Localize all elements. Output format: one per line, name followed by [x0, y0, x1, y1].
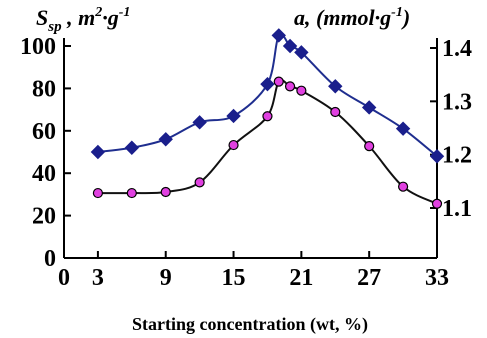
specific-surface-series-line [97, 32, 438, 158]
specific-surface-series-point [124, 140, 140, 155]
y-right-title-sup: -1 [391, 5, 403, 20]
specific-surface-series-point [282, 38, 298, 54]
specific-surface-series-point [192, 115, 207, 130]
y-right-tick-label: 1.1 [442, 196, 472, 222]
capacity-series-point [92, 187, 104, 199]
capacity-series-point [194, 177, 205, 188]
y-left-tick-label: 80 [32, 76, 56, 102]
capacity-series-point [228, 139, 239, 151]
specific-surface-series-point [260, 76, 275, 92]
x-tick-label: 33 [425, 265, 449, 291]
capacity-series-point [431, 198, 443, 209]
y-right-tick-label: 1.2 [442, 143, 472, 169]
specific-surface-series-point [361, 100, 377, 115]
capacity-series-point [262, 111, 273, 122]
capacity-series-point [364, 141, 375, 152]
specific-surface-series-point [429, 149, 445, 164]
x-tick-label: 0 [58, 265, 70, 291]
x-tick-label: 9 [160, 265, 172, 291]
y-left-title: Ssp , m2·g-1 [36, 5, 130, 35]
specific-surface-series-point [294, 45, 309, 60]
capacity-series-point [126, 187, 137, 199]
capacity-series-point [330, 106, 341, 118]
capacity-series-point [296, 85, 307, 96]
specific-surface-series-point [328, 79, 343, 94]
y-left-title-main: S [36, 5, 48, 30]
x-axis-title: Starting concentration (wt, %) [132, 314, 368, 335]
specific-surface-series-point [158, 132, 173, 147]
capacity-series-point [284, 81, 296, 92]
specific-surface-series-point [395, 121, 411, 136]
y-left-title-sub: sp [47, 19, 62, 35]
specific-surface-series-point [90, 144, 106, 160]
y-left-tick-label: 0 [44, 246, 56, 272]
capacity-series-point [273, 76, 284, 87]
axes [63, 38, 438, 259]
capacity-series-point [397, 181, 409, 192]
y-right-title: a, (mmol·g-1) [294, 5, 410, 30]
capacity-series-line [97, 79, 438, 205]
specific-surface-series-point [271, 28, 286, 43]
series-layer [90, 28, 445, 209]
y-left-tick-label: 40 [32, 161, 56, 187]
y-left-title-rest: , m [62, 5, 96, 30]
y-right-title-tail: ) [401, 5, 410, 30]
x-tick-label: 27 [357, 265, 381, 291]
y-left-title-tail: ·g [102, 5, 119, 30]
y-left-tick-label: 100 [20, 34, 56, 60]
y-right-tick-label: 1.4 [442, 36, 472, 62]
y-right-title-main: a, (mmol·g [294, 5, 391, 30]
x-tick-label: 3 [92, 265, 104, 291]
y-left-tick-label: 20 [32, 204, 56, 230]
x-tick-label: 15 [222, 265, 246, 291]
y-right-tick-label: 1.3 [442, 89, 472, 115]
capacity-series-point [160, 186, 171, 198]
specific-surface-series-point [226, 108, 241, 124]
y-left-tick-label: 60 [32, 119, 56, 145]
y-left-title-sup: 2 [94, 5, 102, 20]
x-tick-label: 21 [289, 265, 313, 291]
y-left-title-sup2: -1 [119, 5, 131, 20]
